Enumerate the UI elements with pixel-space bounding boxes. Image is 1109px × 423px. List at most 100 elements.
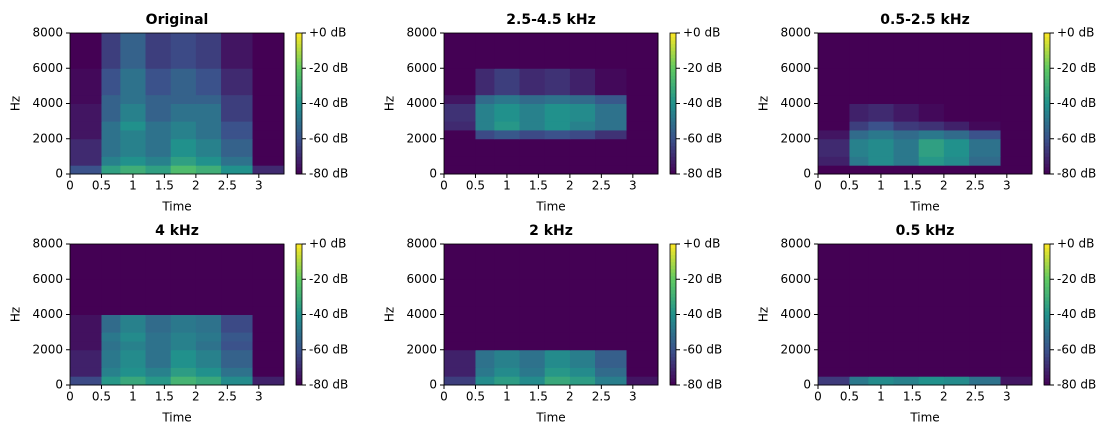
heat-cell bbox=[494, 165, 521, 175]
heat-cell bbox=[849, 244, 869, 280]
colorbar-swatch bbox=[296, 303, 302, 308]
colorbar-swatch bbox=[1044, 247, 1050, 252]
heat-cell bbox=[145, 165, 172, 175]
colorbar-swatch bbox=[1044, 275, 1050, 280]
colorbar-swatch bbox=[670, 149, 676, 154]
colorbar-swatch bbox=[296, 328, 302, 333]
colorbar-swatch bbox=[1044, 68, 1050, 73]
heat-cell bbox=[494, 376, 521, 386]
heat-cell bbox=[868, 156, 895, 166]
heat-cell bbox=[544, 376, 571, 386]
heat-cell bbox=[969, 376, 1002, 386]
heat-cell bbox=[893, 138, 920, 157]
heat-cell bbox=[626, 33, 659, 69]
colorbar-swatch bbox=[296, 346, 302, 351]
heat-cell bbox=[969, 68, 1002, 96]
heat-cell bbox=[569, 129, 596, 140]
x-tick-label: 3 bbox=[1003, 390, 1011, 404]
x-axis-label: Time bbox=[161, 411, 191, 423]
heat-cell bbox=[544, 94, 571, 104]
heat-cell bbox=[569, 340, 596, 351]
heat-cell bbox=[544, 165, 571, 175]
heat-cell bbox=[626, 129, 659, 140]
heat-cell bbox=[868, 332, 895, 342]
heat-cell bbox=[918, 305, 945, 315]
colorbar-swatch bbox=[670, 307, 676, 312]
x-tick-label: 2 bbox=[192, 179, 200, 193]
colorbar-swatch bbox=[296, 325, 302, 330]
heat-cell bbox=[70, 94, 102, 104]
heat-cell bbox=[626, 349, 659, 368]
colorbar-swatch bbox=[296, 370, 302, 375]
colorbar-tick-label: -40 dB bbox=[683, 307, 722, 321]
colorbar-tick-label: -40 dB bbox=[309, 307, 348, 321]
heat-cell bbox=[475, 165, 495, 175]
colorbar-swatch bbox=[1044, 96, 1050, 101]
heat-cell bbox=[170, 376, 197, 386]
heat-cell bbox=[475, 305, 495, 315]
heat-cell bbox=[195, 165, 222, 175]
heat-cell bbox=[170, 244, 197, 280]
heat-cell bbox=[943, 305, 970, 315]
heat-cell bbox=[494, 156, 521, 166]
heat-cell bbox=[170, 103, 197, 122]
heat-cell bbox=[101, 129, 121, 140]
heat-cell bbox=[120, 103, 147, 122]
heat-cell bbox=[475, 129, 495, 140]
heat-cell bbox=[494, 314, 521, 333]
heat-cell bbox=[626, 165, 659, 175]
heat-cell bbox=[818, 314, 850, 333]
colorbar-swatch bbox=[296, 85, 302, 90]
heat-cell bbox=[494, 340, 521, 351]
heat-cell bbox=[101, 156, 121, 166]
heat-cell bbox=[626, 367, 659, 377]
colorbar-swatch bbox=[670, 374, 676, 379]
y-tick-label: 0 bbox=[55, 167, 63, 181]
heat-cell bbox=[943, 279, 970, 307]
heat-cell bbox=[519, 349, 546, 368]
heat-cell bbox=[444, 165, 476, 175]
heat-cell bbox=[1000, 68, 1033, 96]
heat-cell bbox=[569, 305, 596, 315]
colorbar-swatch bbox=[670, 353, 676, 358]
colorbar-swatch bbox=[296, 54, 302, 59]
panel-title: 2 kHz bbox=[529, 223, 573, 239]
y-tick-label: 2000 bbox=[32, 342, 63, 356]
heat-cell bbox=[868, 68, 895, 96]
heat-cell bbox=[101, 94, 121, 104]
colorbar-swatch bbox=[296, 289, 302, 294]
heat-cell bbox=[849, 332, 869, 342]
heat-cell bbox=[893, 156, 920, 166]
heat-cell bbox=[818, 340, 850, 351]
heat-cell bbox=[595, 332, 628, 342]
colorbar-swatch bbox=[296, 251, 302, 256]
colorbar-swatch bbox=[670, 103, 676, 108]
colorbar-tick-label: +0 dB bbox=[1057, 237, 1094, 251]
heat-cell bbox=[626, 103, 659, 122]
colorbar-swatch bbox=[296, 342, 302, 347]
heat-cell bbox=[120, 156, 147, 166]
colorbar-tick-label: -40 dB bbox=[683, 96, 722, 110]
heat-cell bbox=[569, 244, 596, 280]
colorbar-swatch bbox=[296, 99, 302, 104]
heat-cell bbox=[195, 156, 222, 166]
heat-cell bbox=[475, 340, 495, 351]
colorbar-swatch bbox=[670, 50, 676, 55]
y-tick-label: 4000 bbox=[406, 96, 437, 110]
heat-cell bbox=[494, 103, 521, 122]
heat-cell bbox=[494, 129, 521, 140]
heat-cell bbox=[444, 138, 476, 157]
heat-cell bbox=[444, 156, 476, 166]
colorbar-swatch bbox=[670, 346, 676, 351]
colorbar-swatch bbox=[296, 159, 302, 164]
x-tick-label: 2 bbox=[940, 179, 948, 193]
heat-cell bbox=[170, 279, 197, 307]
colorbar-swatch bbox=[296, 254, 302, 259]
heat-cell bbox=[569, 138, 596, 157]
heat-cell bbox=[195, 314, 222, 333]
heat-cell bbox=[943, 138, 970, 157]
heat-cell bbox=[626, 340, 659, 351]
heat-cell bbox=[943, 68, 970, 96]
colorbar-tick-label: -60 dB bbox=[683, 131, 722, 145]
heat-cell bbox=[969, 367, 1002, 377]
